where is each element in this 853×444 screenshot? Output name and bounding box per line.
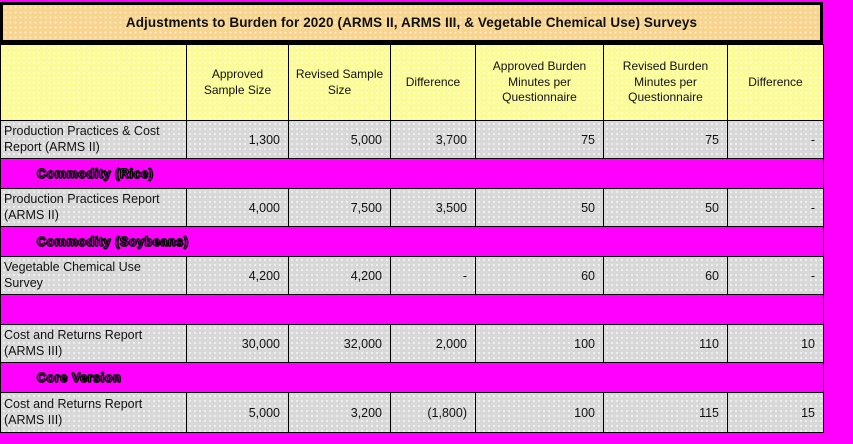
cell-approved-burden-minutes: 60: [475, 256, 604, 295]
section-band-label: Commodity (Soybeans): [0, 226, 824, 257]
section-band-label: Core Version: [0, 362, 824, 393]
cell-approved-burden-minutes: 75: [475, 120, 604, 159]
burden-adjustments-table: Approved Sample Size Revised Sample Size…: [0, 44, 824, 433]
cell-revised-burden-minutes: 110: [603, 324, 728, 363]
row-label: Cost and Returns Report (ARMS III): [0, 392, 187, 433]
section-band-row: Commodity (Rice): [0, 158, 824, 189]
cell-approved-sample-size: 4,200: [186, 256, 289, 295]
table-row: Vegetable Chemical Use Survey 4,200 4,20…: [0, 256, 824, 295]
burden-adjustments-sheet: Adjustments to Burden for 2020 (ARMS II,…: [0, 2, 824, 433]
column-header-empty: [0, 44, 187, 121]
section-band-row-empty: [0, 294, 824, 325]
cell-approved-sample-size: 5,000: [186, 392, 289, 433]
table-row: Production Practices Report (ARMS II) 4,…: [0, 188, 824, 227]
cell-sample-difference: -: [390, 256, 476, 295]
column-header-burden-difference: Difference: [727, 44, 824, 121]
row-label: Production Practices & Cost Report (ARMS…: [0, 120, 187, 159]
cell-burden-difference: -: [727, 120, 824, 159]
column-header-sample-difference: Difference: [390, 44, 476, 121]
section-band-row: Commodity (Soybeans): [0, 226, 824, 257]
cell-revised-burden-minutes: 115: [603, 392, 728, 433]
cell-revised-sample-size: 3,200: [288, 392, 391, 433]
cell-revised-burden-minutes: 60: [603, 256, 728, 295]
cell-approved-sample-size: 30,000: [186, 324, 289, 363]
section-band-label: Commodity (Rice): [0, 158, 824, 189]
section-band-label: [0, 294, 824, 325]
table-title: Adjustments to Burden for 2020 (ARMS II,…: [0, 2, 823, 44]
cell-revised-burden-minutes: 75: [603, 120, 728, 159]
column-header-approved-burden-minutes: Approved Burden Minutes per Questionnair…: [475, 44, 604, 121]
cell-burden-difference: -: [727, 256, 824, 295]
cell-approved-burden-minutes: 100: [475, 324, 604, 363]
column-header-revised-sample-size: Revised Sample Size: [288, 44, 391, 121]
header-row: Approved Sample Size Revised Sample Size…: [0, 44, 824, 121]
row-label: Vegetable Chemical Use Survey: [0, 256, 187, 295]
cell-revised-sample-size: 5,000: [288, 120, 391, 159]
cell-sample-difference: 3,700: [390, 120, 476, 159]
cell-approved-sample-size: 4,000: [186, 188, 289, 227]
cell-sample-difference: 2,000: [390, 324, 476, 363]
table-row: Cost and Returns Report (ARMS III) 5,000…: [0, 392, 824, 433]
cell-revised-sample-size: 7,500: [288, 188, 391, 227]
row-label: Cost and Returns Report (ARMS III): [0, 324, 187, 363]
cell-sample-difference: (1,800): [390, 392, 476, 433]
column-header-approved-sample-size: Approved Sample Size: [186, 44, 289, 121]
table-title-text: Adjustments to Burden for 2020 (ARMS II,…: [125, 15, 698, 30]
cell-sample-difference: 3,500: [390, 188, 476, 227]
cell-burden-difference: -: [727, 188, 824, 227]
table-row: Cost and Returns Report (ARMS III) 30,00…: [0, 324, 824, 363]
cell-burden-difference: 10: [727, 324, 824, 363]
cell-revised-burden-minutes: 50: [603, 188, 728, 227]
cell-burden-difference: 15: [727, 392, 824, 433]
cell-revised-sample-size: 32,000: [288, 324, 391, 363]
row-label: Production Practices Report (ARMS II): [0, 188, 187, 227]
table-row: Production Practices & Cost Report (ARMS…: [0, 120, 824, 159]
column-header-revised-burden-minutes: Revised Burden Minutes per Questionnaire: [603, 44, 728, 121]
cell-approved-burden-minutes: 50: [475, 188, 604, 227]
cell-approved-burden-minutes: 100: [475, 392, 604, 433]
section-band-row: Core Version: [0, 362, 824, 393]
cell-revised-sample-size: 4,200: [288, 256, 391, 295]
cell-approved-sample-size: 1,300: [186, 120, 289, 159]
